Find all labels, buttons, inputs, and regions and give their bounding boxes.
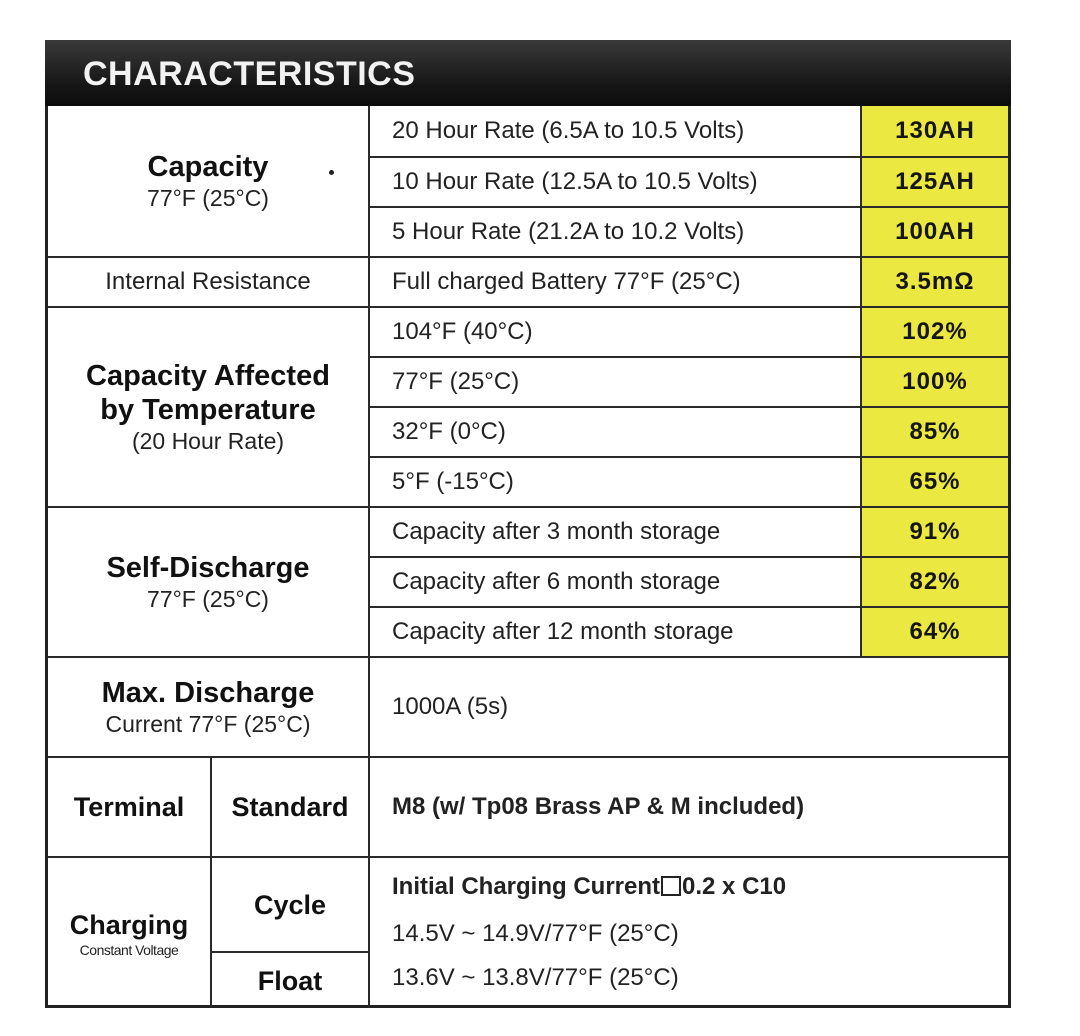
- temperature-label-line1: Capacity Affected: [86, 360, 330, 392]
- temperature-row-value: 65%: [860, 456, 1008, 506]
- temperature-row-desc: 104°F (40°C): [368, 306, 860, 356]
- temperature-row-desc: 77°F (25°C): [368, 356, 860, 406]
- capacity-sub: 77°F (25°C): [147, 185, 269, 211]
- capacity-row-value: 100AH: [860, 206, 1008, 256]
- self-discharge-row-desc: Capacity after 6 month storage: [368, 556, 860, 606]
- characteristics-table: Capacity 77°F (25°C) 20 Hour Rate (6.5A …: [45, 106, 1011, 1008]
- temperature-sub: (20 Hour Rate): [131, 428, 285, 454]
- terminal-sub-label: Standard: [231, 792, 349, 822]
- temperature-row-value: 85%: [860, 406, 1008, 456]
- terminal-label: Terminal: [73, 792, 185, 822]
- charging-cycle-value: 14.5V ~ 14.9V/77°F (25°C): [392, 920, 679, 947]
- internal-resistance-desc: Full charged Battery 77°F (25°C): [368, 256, 860, 306]
- temperature-row-value: 102%: [860, 306, 1008, 356]
- internal-resistance-label-cell: Internal Resistance: [48, 256, 368, 306]
- self-discharge-label: Self-Discharge: [106, 552, 310, 584]
- charging-float-value: 13.6V ~ 13.8V/77°F (25°C): [392, 964, 679, 991]
- self-discharge-row-value: 91%: [860, 506, 1008, 556]
- capacity-label: Capacity: [147, 151, 269, 183]
- self-discharge-row-value: 64%: [860, 606, 1008, 656]
- self-discharge-row-value: 82%: [860, 556, 1008, 606]
- max-discharge-label: Max. Discharge: [101, 677, 315, 709]
- initial-charging-current: Initial Charging Current 0.2 x C10: [392, 873, 786, 901]
- capacity-row-value: 125AH: [860, 156, 1008, 206]
- capacity-row-value: 130AH: [860, 106, 1008, 156]
- internal-resistance-value: 3.5mΩ: [860, 256, 1008, 306]
- temperature-label-cell: Capacity Affected by Temperature (20 Hou…: [48, 306, 368, 506]
- max-discharge-label-cell: Max. Discharge Current 77°F (25°C): [48, 656, 368, 756]
- charging-label-cell: Charging Constant Voltage: [48, 856, 210, 1008]
- initial-charging-prefix: Initial Charging Current: [392, 873, 661, 900]
- self-discharge-row-desc: Capacity after 3 month storage: [368, 506, 860, 556]
- temperature-row-desc: 32°F (0°C): [368, 406, 860, 456]
- self-discharge-sub: 77°F (25°C): [147, 586, 269, 612]
- terminal-value: M8 (w/ Tp08 Brass AP & M included): [368, 756, 1008, 856]
- bullet-dot: [329, 170, 334, 175]
- section-title: CHARACTERISTICS: [83, 55, 416, 93]
- charging-float-label-cell: Float: [210, 951, 368, 1008]
- missing-glyph-box: [661, 876, 682, 896]
- max-discharge-value: 1000A (5s): [368, 656, 1008, 756]
- capacity-row-desc: 20 Hour Rate (6.5A to 10.5 Volts): [368, 106, 860, 156]
- characteristics-sheet: CHARACTERISTICS Capacity 77°F (25°C) 20 …: [45, 40, 1011, 1008]
- capacity-row-desc: 10 Hour Rate (12.5A to 10.5 Volts): [368, 156, 860, 206]
- self-discharge-label-cell: Self-Discharge 77°F (25°C): [48, 506, 368, 656]
- charging-cycle-label-cell: Cycle: [210, 856, 368, 951]
- capacity-row-desc: 5 Hour Rate (21.2A to 10.2 Volts): [368, 206, 860, 256]
- charging-label: Charging: [69, 910, 189, 940]
- temperature-label-line2: by Temperature: [100, 394, 316, 426]
- max-discharge-sub: Current 77°F (25°C): [105, 711, 311, 737]
- charging-values-cell: Initial Charging Current 0.2 x C10 14.5V …: [368, 856, 1008, 1008]
- section-header: CHARACTERISTICS: [45, 40, 1011, 106]
- charging-cycle-label: Cycle: [253, 889, 327, 920]
- self-discharge-row-desc: Capacity after 12 month storage: [368, 606, 860, 656]
- temperature-row-desc: 5°F (-15°C): [368, 456, 860, 506]
- charging-float-label: Float: [257, 965, 323, 996]
- initial-charging-suffix: 0.2 x C10: [682, 873, 787, 900]
- capacity-label-cell: Capacity 77°F (25°C): [48, 106, 368, 256]
- temperature-row-value: 100%: [860, 356, 1008, 406]
- internal-resistance-label: Internal Resistance: [105, 268, 311, 295]
- charging-sub: Constant Voltage: [79, 942, 179, 958]
- terminal-label-cell: Terminal: [48, 756, 210, 856]
- terminal-sub-label-cell: Standard: [210, 756, 368, 856]
